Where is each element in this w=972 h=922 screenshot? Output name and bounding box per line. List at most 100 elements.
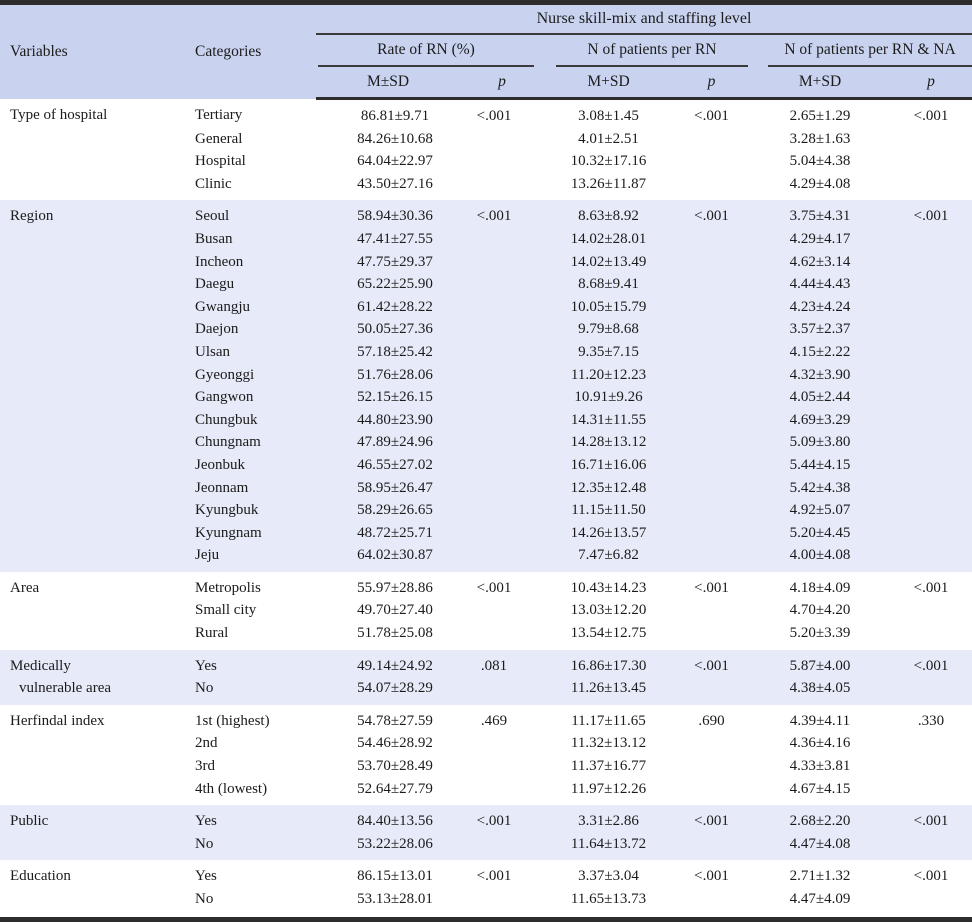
mean-sd-cell: 52.15±26.15: [357, 389, 433, 406]
category-cell: Metropolis: [195, 579, 261, 596]
table-row: Incheon 47.75±29.37 14.02±13.49 4.62±3.14: [0, 251, 972, 274]
mean-sd-cell: 4.29±4.08: [789, 175, 851, 192]
table-row: Gangwon 52.15±26.15 10.91±9.26 4.05±2.44: [0, 386, 972, 409]
mean-sd-cell: 43.50±27.16: [357, 175, 433, 192]
mean-sd-cell: 11.37±16.77: [570, 758, 647, 775]
p-value-cell: <.001: [694, 208, 729, 225]
variable-cell: Public: [10, 813, 49, 830]
mean-sd-cell: 4.01±2.51: [578, 130, 639, 147]
mean-sd-cell: 54.07±28.29: [357, 680, 433, 697]
table-row: Chungnam 47.89±24.96 14.28±13.12 5.09±3.80: [0, 431, 972, 454]
table-row: Busan 47.41±27.55 14.02±28.01 4.29±4.17: [0, 228, 972, 251]
table-row: Gyeonggi 51.76±28.06 11.20±12.23 4.32±3.90: [0, 364, 972, 387]
category-cell: General: [195, 130, 243, 147]
mean-sd-cell: 14.26±13.57: [570, 524, 647, 541]
p-sub-header: p: [890, 67, 972, 100]
mean-sd-cell: 2.65±1.29: [789, 108, 851, 124]
mean-sd-cell: 86.81±9.71: [360, 108, 430, 124]
table-row: Daegu 65.22±25.90 8.68±9.41 4.44±4.43: [0, 273, 972, 296]
variable-cell: Herfindal index: [10, 712, 105, 729]
mean-sd-cell: 47.41±27.55: [357, 230, 433, 247]
group-header: N of patients per RN & NA: [750, 34, 972, 67]
mean-sd-cell: 65.22±25.90: [357, 276, 433, 293]
table-row: Jeju 64.02±30.87 7.47±6.82 4.00±4.08: [0, 544, 972, 572]
p-value-cell: <.001: [913, 657, 949, 674]
mean-sd-cell: 4.05±2.44: [789, 389, 851, 406]
table-row: General 84.26±10.68 4.01±2.51 3.28±1.63: [0, 128, 972, 151]
mean-sd-cell: 5.87±4.00: [789, 657, 851, 674]
category-cell: Busan: [195, 230, 233, 247]
p-value-cell: <.001: [913, 579, 949, 596]
category-cell: No: [195, 835, 214, 852]
mean-sd-cell: 4.92±5.07: [789, 502, 851, 519]
mean-sd-cell: 53.22±28.06: [357, 835, 433, 852]
category-cell: Kyungnam: [195, 524, 262, 541]
category-cell: Tertiary: [195, 107, 243, 124]
msd-sub-header: M+SD: [750, 67, 890, 100]
table-row: Clinic 43.50±27.16 13.26±11.87 4.29±4.08: [0, 173, 972, 201]
category-cell: 4th (lowest): [195, 780, 268, 797]
category-cell: 2nd: [195, 735, 218, 752]
mean-sd-cell: 11.26±13.45: [570, 680, 647, 697]
table-header: Variables Categories Nurse skill-mix and…: [0, 5, 972, 100]
table-row: Herfindal index 1st (highest) 54.78±27.59.…: [0, 705, 972, 733]
mean-sd-cell: 46.55±27.02: [357, 456, 433, 473]
p-value-cell: <.001: [694, 813, 729, 830]
mean-sd-cell: 50.05±27.36: [357, 321, 433, 338]
mean-sd-cell: 84.40±13.56: [357, 813, 433, 830]
mean-sd-cell: 4.23±4.24: [789, 298, 851, 315]
mean-sd-cell: 4.62±3.14: [789, 253, 851, 270]
mean-sd-cell: 4.38±4.05: [789, 680, 851, 697]
mean-sd-cell: 11.15±11.50: [571, 502, 646, 519]
table-row: Public Yes 84.40±13.56 <.001 3.31±2.86 <.001 2…: [0, 805, 972, 833]
category-cell: Chungbuk: [195, 411, 258, 428]
table-row: Hospital 64.04±22.97 10.32±17.16 5.04±4.38: [0, 150, 972, 173]
mean-sd-cell: 8.68±9.41: [578, 276, 639, 293]
mean-sd-cell: 5.20±4.45: [789, 524, 851, 541]
category-cell: Kyungbuk: [195, 502, 259, 519]
p-value-cell: .330: [917, 712, 945, 729]
variable-cell: Education: [10, 868, 71, 885]
table-row: Ulsan 57.18±25.42 9.35±7.15 4.15±2.22: [0, 341, 972, 364]
mean-sd-cell: 4.69±3.29: [789, 411, 851, 428]
spanner-header: Nurse skill-mix and staffing level: [316, 5, 972, 35]
p-sub-header: p: [460, 67, 544, 100]
mean-sd-cell: 10.91±9.26: [574, 389, 643, 406]
category-cell: Gwangju: [195, 298, 250, 315]
mean-sd-cell: 44.80±23.90: [357, 411, 433, 428]
mean-sd-cell: 13.03±12.20: [570, 602, 647, 619]
mean-sd-cell: 4.18±4.09: [789, 579, 851, 596]
variable-section: Region Seoul 58.94±30.36 <.001 8.63±8.92 <.00…: [0, 200, 972, 572]
mean-sd-cell: 51.78±25.08: [357, 625, 433, 642]
p-value-cell: <.001: [694, 579, 729, 596]
mean-sd-cell: 64.02±30.87: [357, 547, 433, 564]
mean-sd-cell: 5.09±3.80: [789, 434, 851, 451]
variable-section: Area Metropolis 55.97±28.86 <.001 10.43±14.2…: [0, 571, 972, 650]
mean-sd-cell: 5.04±4.38: [789, 153, 851, 170]
p-value-cell: <.001: [913, 813, 949, 830]
msd-sub-header: M±SD: [316, 67, 460, 100]
category-cell: Yes: [195, 813, 217, 830]
category-cell: Chungnam: [195, 434, 261, 451]
mean-sd-cell: 4.39±4.11: [789, 712, 851, 729]
mean-sd-cell: 51.76±28.06: [357, 366, 433, 383]
msd-sub-header: M+SD: [544, 67, 673, 100]
p-value-cell: <.001: [476, 108, 512, 124]
variable-cell: Area: [10, 579, 40, 596]
mean-sd-cell: 52.64±27.79: [357, 780, 433, 797]
p-value-cell: .690: [698, 712, 725, 729]
category-cell: Yes: [195, 657, 217, 674]
category-cell: Ulsan: [195, 343, 230, 360]
table-row: 3rd 53.70±28.49 11.37±16.77 4.33±3.81: [0, 755, 972, 778]
mean-sd-cell: 58.94±30.36: [357, 208, 433, 225]
table-row: 4th (lowest) 52.64±27.79 11.97±12.26 4.67±4…: [0, 778, 972, 806]
mean-sd-cell: 11.65±13.73: [570, 891, 647, 907]
p-value-cell: <.001: [694, 108, 729, 124]
group-header: N of patients per RN: [544, 34, 750, 67]
category-cell: 1st (highest): [195, 712, 270, 729]
p-value-cell: <.001: [913, 208, 949, 225]
mean-sd-cell: 16.71±16.06: [570, 456, 647, 473]
sub-header-row: M±SD p M+SD p M+SD p: [0, 67, 972, 100]
mean-sd-cell: 11.32±13.12: [570, 735, 647, 752]
category-cell: Rural: [195, 625, 229, 642]
